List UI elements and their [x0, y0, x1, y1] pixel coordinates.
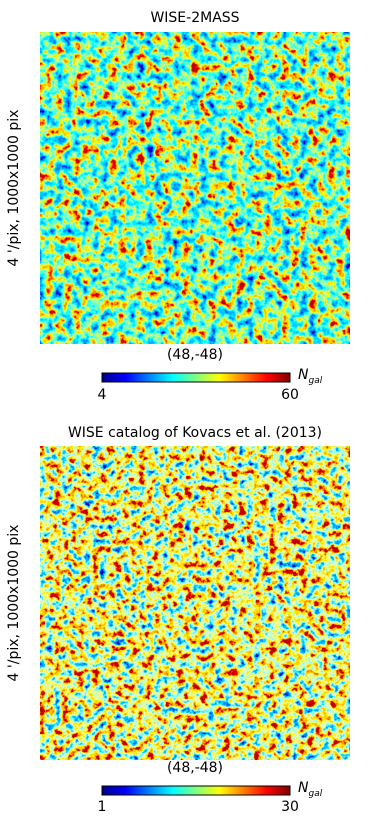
panel-title: WISE-2MASS [150, 10, 239, 26]
x-axis-label: (48,-48) [167, 760, 223, 776]
map-image [40, 446, 350, 760]
y-axis-label: 4 '/pix, 1000x1000 pix [6, 525, 22, 682]
panel-title: WISE catalog of Kovacs et al. (2013) [68, 425, 322, 441]
colorbar-tick-label: 1 [98, 799, 107, 815]
colorbar [101, 785, 291, 796]
colorbar-label-main: N [298, 367, 309, 383]
colorbar [101, 372, 291, 383]
map-image [40, 32, 350, 344]
colorbar-label: Ngal [298, 367, 323, 386]
colorbar-label-sub: gal [308, 789, 322, 799]
y-axis-label: 4 '/pix, 1000x1000 pix [6, 110, 22, 267]
colorbar-label-main: N [298, 780, 309, 796]
colorbar-tick-label: 30 [281, 799, 299, 815]
colorbar-tick-label: 4 [98, 387, 107, 403]
colorbar-label-sub: gal [308, 376, 322, 386]
colorbar-tick-label: 60 [281, 387, 299, 403]
x-axis-label: (48,-48) [167, 347, 223, 363]
colorbar-label: Ngal [298, 780, 323, 799]
